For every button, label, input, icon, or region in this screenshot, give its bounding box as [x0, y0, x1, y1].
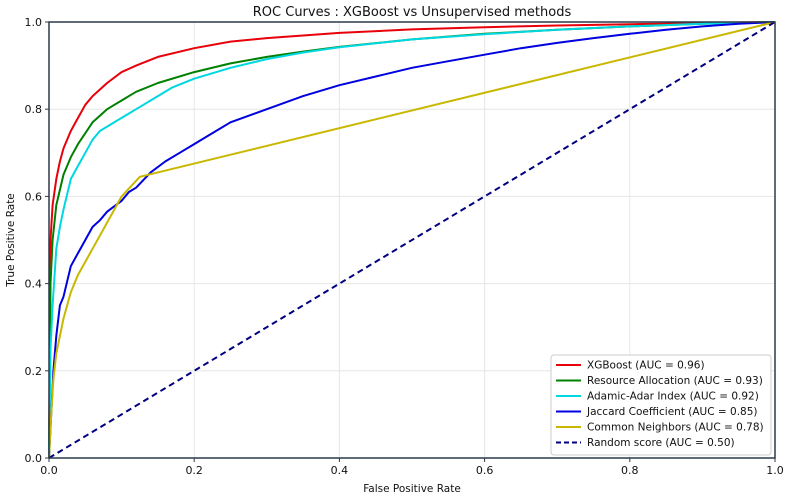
series-line-0 — [48, 21, 776, 459]
x-tick-label: 0.0 — [40, 464, 58, 477]
series-line-4 — [48, 21, 776, 459]
y-axis-ticks: 0.0 0.2 0.4 0.6 0.8 1.0 — [25, 16, 49, 465]
legend: XGBoost (AUC = 0.96) Resource Allocation … — [550, 354, 772, 456]
x-tick-label: 0.4 — [331, 464, 349, 477]
x-tick-label: 0.2 — [185, 464, 203, 477]
plot-frame — [48, 21, 776, 459]
legend-label-1: Resource Allocation (AUC = 0.93) — [587, 375, 763, 387]
x-tick-label: 0.8 — [621, 464, 639, 477]
series-line-3 — [48, 21, 776, 459]
chart-title: ROC Curves : XGBoost vs Unsupervised met… — [253, 5, 572, 20]
y-axis-label: True Positive Rate — [5, 193, 17, 288]
legend-box — [550, 354, 772, 456]
x-axis-label: False Positive Rate — [363, 483, 461, 495]
y-tick-label: 0.0 — [25, 452, 43, 465]
x-tick-label: 1.0 — [766, 464, 784, 477]
x-tick-label: 0.6 — [476, 464, 494, 477]
y-tick-label: 0.2 — [25, 365, 43, 378]
series-line-2 — [48, 21, 776, 459]
series-layer — [48, 21, 776, 459]
x-axis-ticks: 0.0 0.2 0.4 0.6 0.8 1.0 — [40, 458, 784, 477]
y-tick-label: 0.6 — [25, 190, 43, 203]
legend-label-4: Common Neighbors (AUC = 0.78) — [587, 422, 764, 434]
legend-label-5: Random score (AUC = 0.50) — [587, 437, 735, 449]
y-tick-label: 1.0 — [25, 16, 43, 29]
y-tick-label: 0.8 — [25, 103, 43, 116]
legend-label-2: Adamic-Adar Index (AUC = 0.92) — [587, 391, 759, 403]
series-line-5 — [48, 21, 776, 459]
legend-label-3: Jaccard Coefficient (AUC = 0.85) — [586, 406, 758, 418]
legend-label-0: XGBoost (AUC = 0.96) — [587, 360, 705, 372]
y-tick-label: 0.4 — [25, 278, 43, 291]
